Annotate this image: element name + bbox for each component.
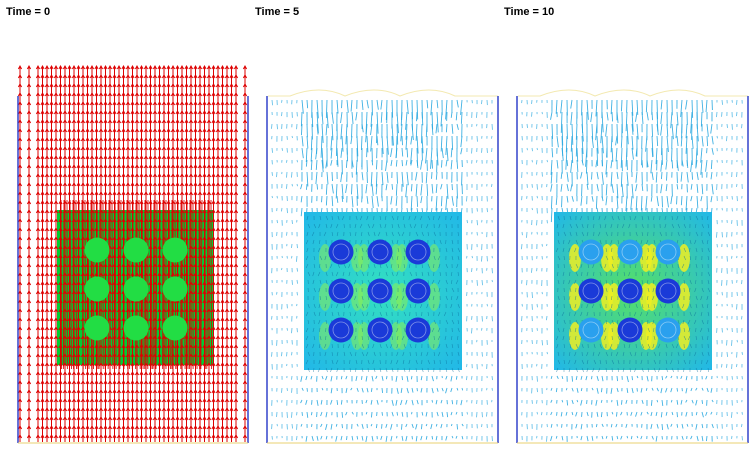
simulation-panel-time-5	[266, 89, 499, 444]
simulation-panel-time-10	[516, 89, 749, 444]
pin	[84, 276, 110, 302]
pin	[328, 239, 354, 265]
pin-array	[578, 239, 681, 343]
pin	[405, 317, 431, 343]
pin	[655, 278, 681, 304]
pin-ring	[659, 321, 677, 339]
pin	[367, 317, 393, 343]
pin-ring	[582, 321, 600, 339]
time-label-5: Time = 5	[255, 6, 300, 18]
pin-ring	[659, 243, 677, 261]
pin	[367, 239, 393, 265]
pin	[578, 278, 604, 304]
velocity-vectors	[270, 99, 494, 443]
pin	[405, 278, 431, 304]
velocity-magnitude-field	[319, 244, 440, 350]
pin	[328, 317, 354, 343]
velocity-vectors	[17, 64, 248, 442]
pin	[162, 237, 188, 263]
simulation-panel-time-0	[17, 64, 249, 444]
pin	[123, 237, 149, 263]
pin	[655, 239, 681, 265]
time-label-10: Time = 10	[504, 6, 555, 18]
pin-ring	[371, 282, 389, 300]
pin	[84, 237, 110, 263]
pin-ring	[621, 282, 639, 300]
time-label-0: Time = 0	[6, 6, 51, 18]
pin-ring	[582, 282, 600, 300]
pin	[578, 317, 604, 343]
pin-ring	[332, 321, 350, 339]
pin-ring	[659, 282, 677, 300]
pin-ring	[332, 243, 350, 261]
pin-ring	[621, 321, 639, 339]
pin	[328, 278, 354, 304]
pin-ring	[409, 282, 427, 300]
pin	[162, 276, 188, 302]
pin	[162, 315, 188, 341]
pin	[123, 276, 149, 302]
pin-ring	[371, 321, 389, 339]
pin	[617, 239, 643, 265]
pin-array	[328, 239, 431, 343]
pin-ring	[409, 243, 427, 261]
pin-array	[84, 237, 188, 341]
pin	[84, 315, 110, 341]
pin	[405, 239, 431, 265]
pin-ring	[371, 243, 389, 261]
pin	[123, 315, 149, 341]
free-surface	[518, 89, 748, 97]
pin-ring	[621, 243, 639, 261]
pin	[578, 239, 604, 265]
pin	[367, 278, 393, 304]
pin-ring	[409, 321, 427, 339]
velocity-vectors	[520, 99, 743, 442]
pin-ring	[332, 282, 350, 300]
velocity-magnitude-field	[569, 244, 690, 350]
pin	[617, 278, 643, 304]
free-surface	[268, 89, 498, 97]
pin	[655, 317, 681, 343]
pin-ring	[582, 243, 600, 261]
pin	[617, 317, 643, 343]
